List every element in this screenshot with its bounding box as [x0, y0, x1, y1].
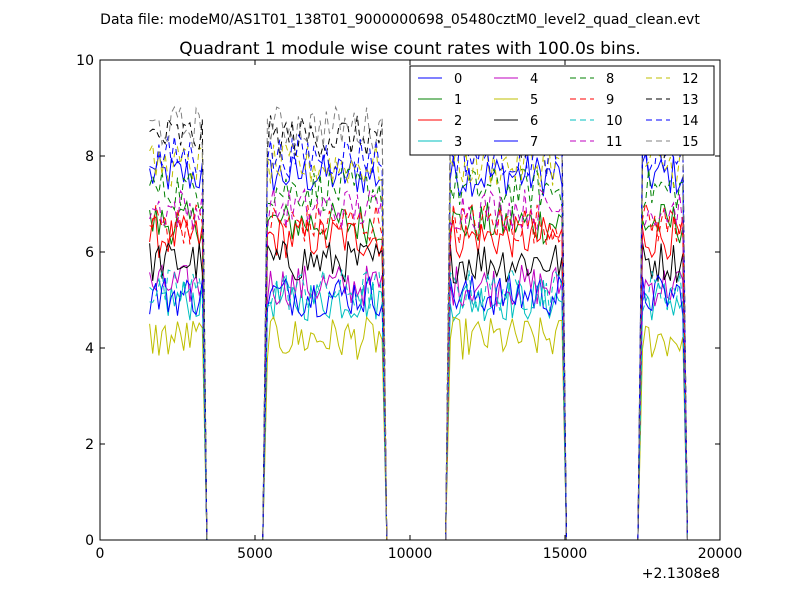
legend-label: 8 — [606, 72, 614, 87]
legend-frame — [409, 65, 715, 156]
series-line-9 — [149, 203, 688, 540]
legend-label: 10 — [606, 114, 623, 129]
series-line-15 — [149, 105, 688, 540]
series-line-8 — [149, 167, 688, 540]
legend-label: 12 — [682, 72, 699, 87]
legend-label: 15 — [682, 135, 699, 150]
series-line-3 — [149, 277, 688, 540]
x-tick-label: 10000 — [388, 546, 433, 562]
x-tick-label: 5000 — [237, 546, 273, 562]
series-line-10 — [149, 268, 688, 540]
series-line-5 — [149, 315, 688, 540]
y-tick-label: 6 — [85, 245, 94, 261]
series-line-6 — [149, 240, 688, 540]
series-line-1 — [149, 199, 688, 540]
chart-title: Quadrant 1 module wise count rates with … — [179, 39, 640, 59]
x-tick-label: 15000 — [543, 546, 588, 562]
legend-label: 14 — [682, 114, 699, 129]
legend-label: 1 — [454, 93, 462, 108]
x-tick-label: 20000 — [698, 546, 743, 562]
series-line-12 — [149, 143, 688, 540]
legend-label: 6 — [530, 114, 538, 129]
legend-label: 4 — [530, 72, 538, 87]
legend-label: 5 — [530, 93, 538, 108]
y-tick-label: 8 — [85, 149, 94, 165]
series-line-4 — [149, 263, 688, 540]
legend-label: 9 — [606, 93, 614, 108]
x-offset-label: +2.1308e8 — [642, 566, 720, 582]
legend-label: 2 — [454, 114, 462, 129]
series-line-7 — [149, 274, 688, 540]
x-tick-label: 0 — [96, 546, 105, 562]
series-line-11 — [149, 187, 688, 540]
series-line-0 — [149, 153, 688, 540]
y-tick-label: 4 — [85, 341, 94, 357]
series-line-14 — [149, 133, 688, 540]
legend-label: 7 — [530, 135, 538, 150]
chart-suptitle: Data file: modeM0/AS1T01_138T01_90000006… — [100, 12, 700, 28]
legend-label: 11 — [606, 135, 623, 150]
series-line-2 — [149, 214, 688, 540]
legend-label: 0 — [454, 72, 462, 87]
series-layer — [149, 105, 688, 540]
y-tick-label: 2 — [85, 437, 94, 453]
series-line-13 — [149, 114, 688, 540]
y-tick-label: 0 — [85, 533, 94, 549]
legend-label: 3 — [454, 135, 462, 150]
y-tick-label: 10 — [76, 53, 94, 69]
legend-label: 13 — [682, 93, 699, 108]
